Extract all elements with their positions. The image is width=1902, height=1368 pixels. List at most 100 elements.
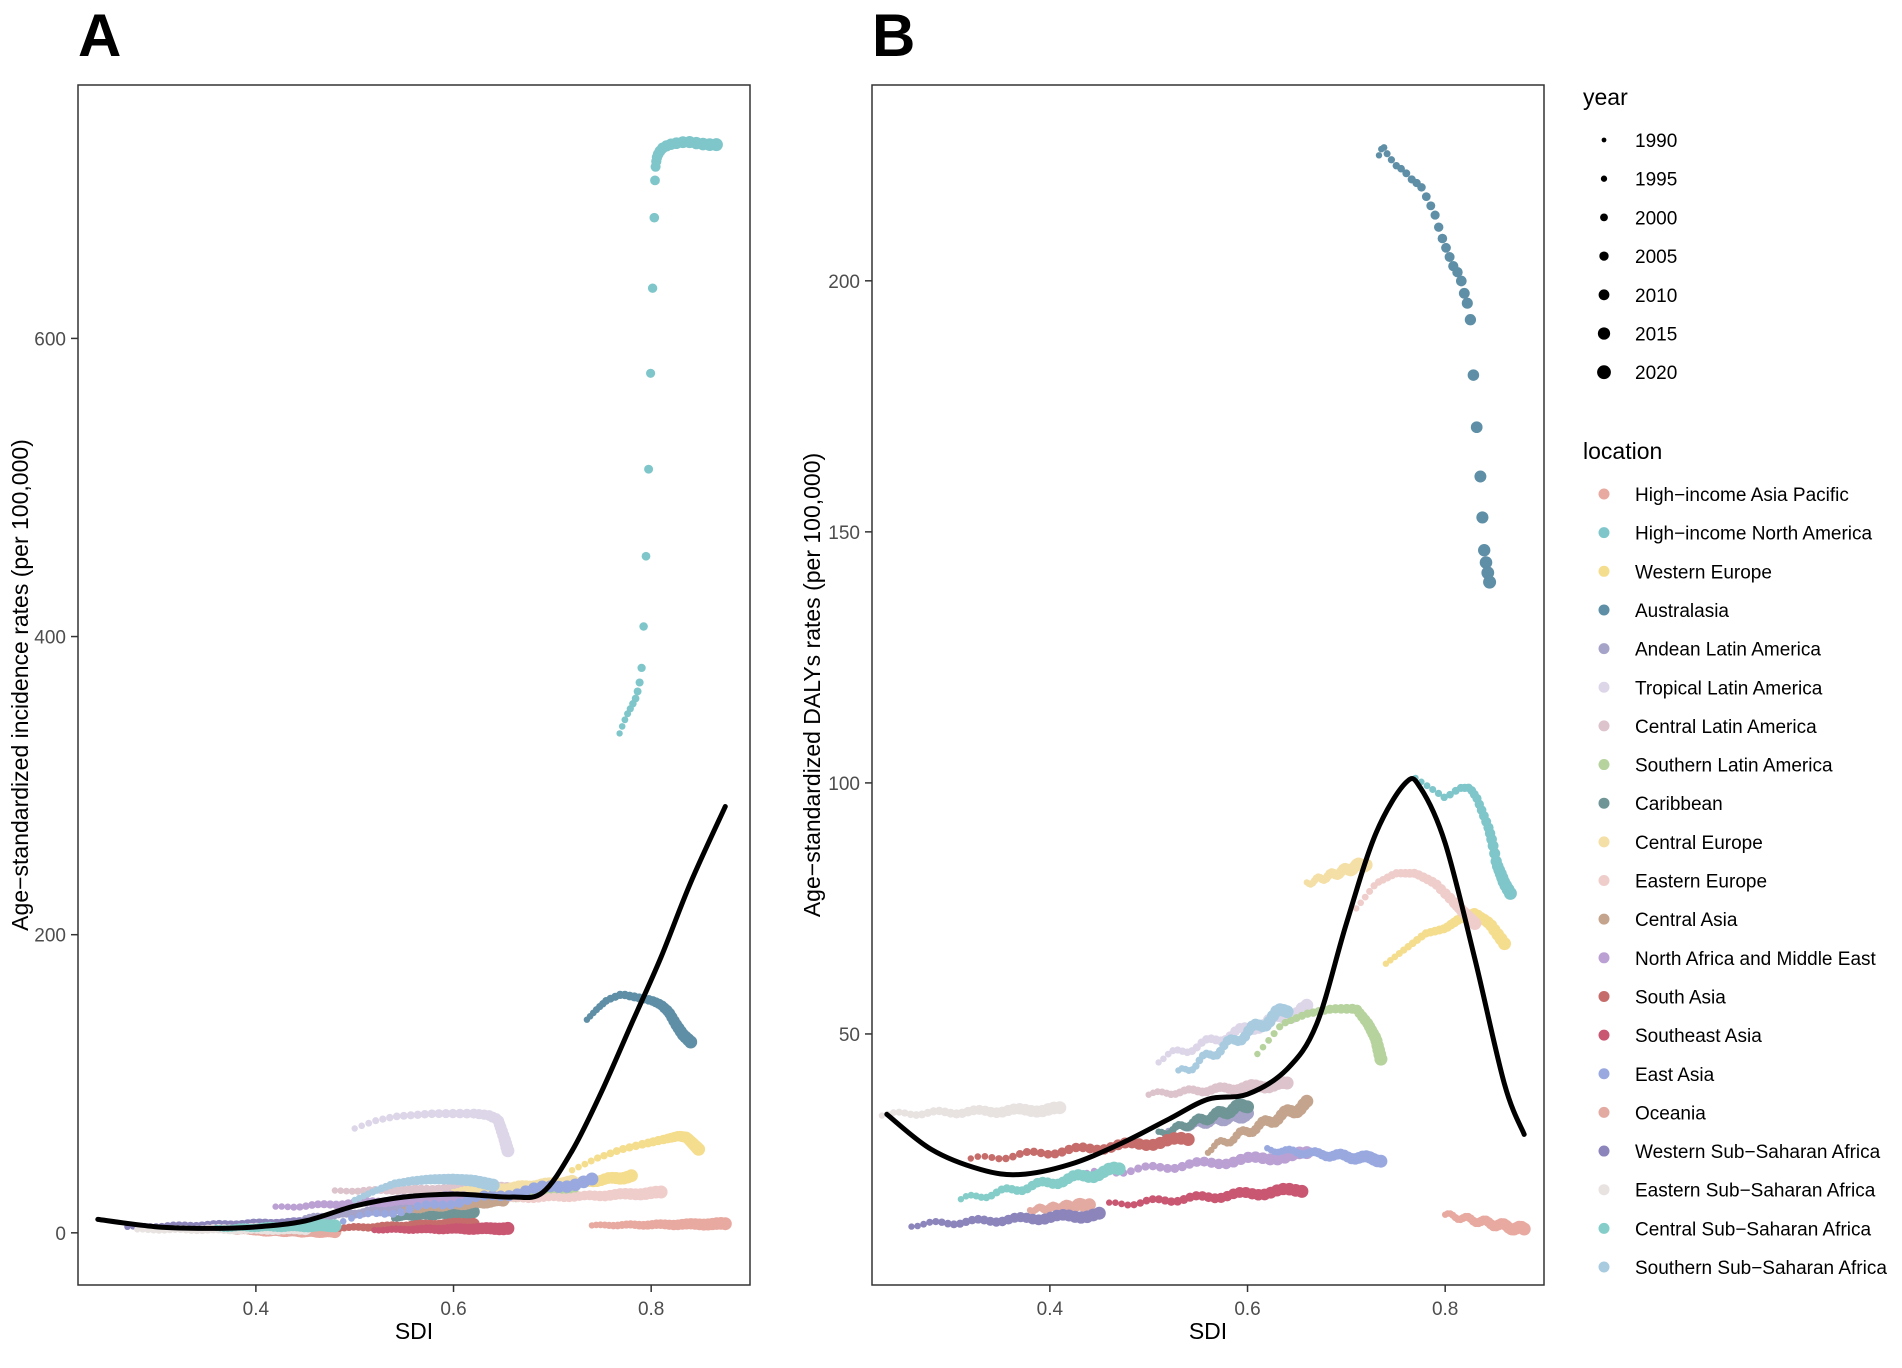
data-point — [1213, 1158, 1225, 1170]
legend-location-tropical-latin-america: Tropical Latin America — [1598, 678, 1823, 699]
data-point — [1437, 233, 1448, 244]
legend-location-high-income-asia-pacific: High−income Asia Pacific — [1598, 485, 1849, 506]
data-point — [284, 1203, 292, 1211]
legend-year-dot — [1600, 213, 1608, 222]
data-point — [421, 1200, 431, 1209]
legend-location-label: Eastern Sub−Saharan Africa — [1635, 1181, 1876, 1202]
data-point — [501, 1144, 515, 1158]
data-point — [1426, 201, 1436, 211]
data-point — [912, 1111, 921, 1119]
legend-year-dot — [1598, 289, 1610, 301]
data-point — [454, 1198, 465, 1208]
data-point — [1366, 887, 1374, 895]
legend-location-label: Oceania — [1635, 1103, 1706, 1124]
data-point — [1276, 1023, 1284, 1031]
data-point — [974, 1153, 982, 1160]
data-point — [364, 1210, 372, 1218]
legend-year-label: 2005 — [1635, 247, 1677, 268]
legend-location-dot — [1598, 681, 1610, 693]
legend-location-dot — [1598, 604, 1610, 616]
data-point — [1280, 1076, 1294, 1090]
data-point — [413, 1110, 422, 1119]
data-point — [889, 1109, 897, 1117]
data-point — [1057, 1147, 1067, 1157]
panel-b-series-central-europe — [1303, 857, 1373, 888]
panel-a-plot-border — [77, 84, 751, 1286]
x-tick-label: 0.6 — [440, 1299, 466, 1320]
data-point — [1092, 1206, 1106, 1220]
data-point — [962, 1192, 970, 1200]
data-point — [606, 1149, 615, 1158]
data-point — [1148, 1161, 1158, 1171]
legend-location-label: Australasia — [1635, 601, 1729, 622]
data-point — [1071, 1142, 1081, 1153]
data-point — [1118, 1200, 1126, 1208]
data-point — [392, 1112, 401, 1121]
legend-location-title: location — [1583, 438, 1662, 464]
legend-location-southern-sub-saharan-africa: Southern Sub−Saharan Africa — [1598, 1258, 1887, 1279]
panel-b: B 0.4 0.6 0.8 50 100 150 200 SDI Age−standardi… — [799, 2, 1545, 1344]
data-point — [448, 1108, 458, 1119]
legend-location-dot — [1598, 1068, 1610, 1080]
data-point — [949, 1220, 958, 1229]
legend-location-western-europe: Western Europe — [1598, 562, 1772, 583]
data-point — [1184, 1159, 1195, 1169]
panel-a-letter: A — [78, 2, 121, 69]
legend-year-2020: 2020 — [1597, 363, 1677, 384]
data-point — [1136, 1199, 1145, 1207]
data-point — [957, 1196, 965, 1203]
data-point — [684, 1035, 698, 1049]
data-point — [1430, 210, 1440, 220]
data-point — [372, 1117, 380, 1125]
legend-year-label: 2000 — [1635, 208, 1677, 229]
data-point — [1383, 150, 1391, 158]
data-point — [944, 1219, 952, 1228]
data-point — [988, 1153, 996, 1162]
data-point — [296, 1203, 304, 1211]
data-point — [365, 1119, 373, 1127]
data-point — [1402, 169, 1411, 178]
x-tick-label: 0.4 — [1037, 1299, 1064, 1320]
data-point — [1417, 183, 1426, 192]
data-point — [339, 1217, 347, 1225]
legend-location-eastern-europe: Eastern Europe — [1598, 872, 1767, 893]
data-point — [1022, 1147, 1031, 1157]
data-point — [337, 1187, 345, 1195]
legend-location-label: North Africa and Middle East — [1635, 949, 1877, 970]
legend-location-dot — [1598, 1145, 1610, 1157]
legend-year-entries: 1990 1995 2000 2005 2010 2015 2020 — [1597, 131, 1677, 384]
legend-location-central-latin-america: Central Latin America — [1598, 717, 1817, 738]
legend-location-dot — [1598, 875, 1610, 886]
data-point — [635, 678, 644, 687]
data-point — [621, 716, 629, 724]
legend: year 1990 1995 2000 2005 2010 2015 2020 locati… — [1583, 84, 1887, 1279]
legend-year-dot — [1597, 365, 1611, 380]
legend-year-2000: 2000 — [1600, 208, 1677, 229]
data-point — [1455, 275, 1467, 287]
data-point — [1483, 575, 1497, 589]
data-point — [1265, 1036, 1273, 1044]
data-point — [616, 730, 623, 737]
data-point — [455, 1108, 465, 1119]
data-point — [625, 1143, 634, 1152]
data-point — [438, 1200, 448, 1210]
data-point — [331, 1200, 341, 1210]
data-point — [633, 687, 642, 696]
legend-location-central-asia: Central Asia — [1598, 910, 1738, 931]
data-point — [351, 1125, 358, 1132]
data-point — [302, 1202, 310, 1210]
legend-location-label: Eastern Europe — [1635, 872, 1767, 893]
y-tick-label: 50 — [839, 1025, 860, 1046]
data-point — [1112, 1199, 1119, 1207]
data-point — [1002, 1154, 1010, 1163]
legend-location-label: Western Sub−Saharan Africa — [1635, 1142, 1881, 1163]
legend-year-dot — [1601, 137, 1607, 143]
data-point — [1468, 917, 1482, 930]
data-point — [914, 1222, 921, 1230]
data-point — [1380, 144, 1388, 151]
data-point — [386, 1113, 394, 1122]
legend-location-dot — [1598, 1184, 1610, 1196]
data-point — [1387, 156, 1396, 164]
data-point — [1444, 251, 1455, 263]
